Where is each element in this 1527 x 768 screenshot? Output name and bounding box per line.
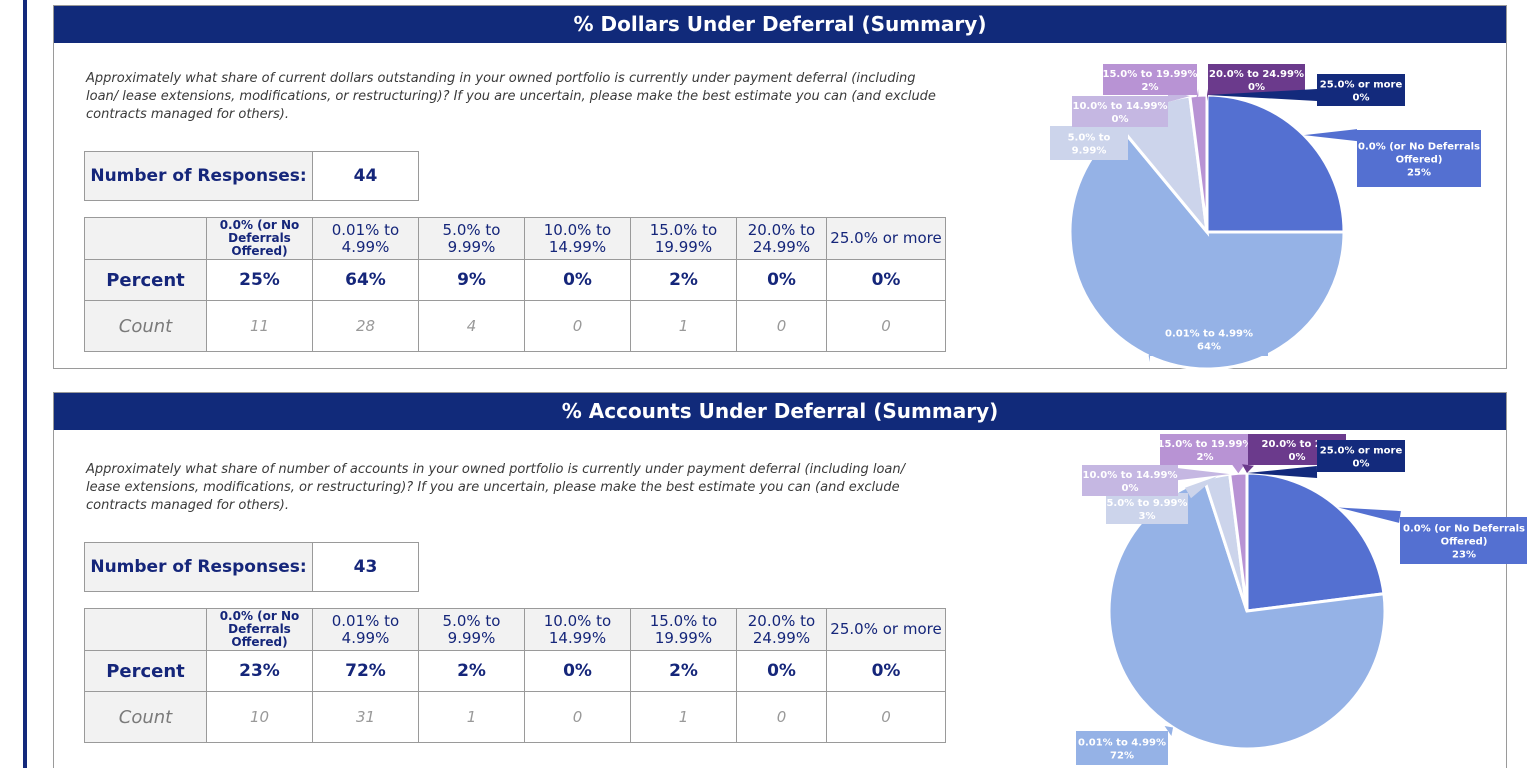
survey-question: Approximately what share of current doll… [86, 71, 936, 122]
distribution-table: 0.0% (or No Deferrals Offered) 0.01% to … [84, 217, 946, 352]
responses-table: Number of Responses: 43 [84, 542, 419, 592]
responses-label: Number of Responses: [84, 151, 313, 201]
column-header: 5.0% to 9.99% [418, 608, 525, 651]
count-cell: 1 [630, 300, 737, 352]
count-cell: 0 [736, 691, 827, 743]
left-accent-rule [23, 0, 27, 768]
header-row: 0.0% (or No Deferrals Offered) 0.01% to … [84, 217, 946, 260]
header-row: 0.0% (or No Deferrals Offered) 0.01% to … [84, 608, 946, 651]
count-cell: 0 [736, 300, 827, 352]
column-header: 15.0% to 19.99% [630, 217, 737, 260]
responses-count: 44 [312, 151, 419, 201]
percent-cell: 2% [630, 259, 737, 301]
accounts-deferral-panel: % Accounts Under Deferral (Summary) Appr… [53, 392, 1507, 768]
count-cell: 0 [826, 300, 946, 352]
percent-row: Percent 23% 72% 2% 0% 2% 0% 0% [84, 650, 946, 692]
percent-cell: 9% [418, 259, 525, 301]
percent-cell: 23% [206, 650, 313, 692]
column-header: 0.0% (or No Deferrals Offered) [206, 217, 313, 260]
column-header: 0.0% (or No Deferrals Offered) [206, 608, 313, 651]
count-cell: 11 [206, 300, 313, 352]
percent-cell: 2% [630, 650, 737, 692]
responses-label: Number of Responses: [84, 542, 313, 592]
count-row: Count 11 28 4 0 1 0 0 [84, 300, 946, 352]
row-label: Count [84, 691, 207, 743]
column-header: 20.0% to 24.99% [736, 608, 827, 651]
panel-title: % Accounts Under Deferral (Summary) [54, 393, 1506, 430]
percent-cell: 0% [524, 650, 631, 692]
percent-cell: 0% [736, 259, 827, 301]
percent-cell: 0% [524, 259, 631, 301]
column-header: 20.0% to 24.99% [736, 217, 827, 260]
column-header: 15.0% to 19.99% [630, 608, 737, 651]
corner-cell [84, 608, 207, 651]
count-cell: 1 [630, 691, 737, 743]
survey-question: Approximately what share of number of ac… [86, 462, 906, 513]
percent-cell: 25% [206, 259, 313, 301]
count-cell: 0 [826, 691, 946, 743]
count-cell: 4 [418, 300, 525, 352]
corner-cell [84, 217, 207, 260]
column-header: 25.0% or more [826, 608, 946, 651]
row-label: Percent [84, 650, 207, 692]
percent-cell: 72% [312, 650, 419, 692]
row-label: Count [84, 300, 207, 352]
column-header: 0.01% to 4.99% [312, 608, 419, 651]
column-header: 0.01% to 4.99% [312, 217, 419, 260]
count-cell: 0 [524, 691, 631, 743]
column-header: 10.0% to 14.99% [524, 608, 631, 651]
panel-title: % Dollars Under Deferral (Summary) [54, 6, 1506, 43]
count-cell: 31 [312, 691, 419, 743]
count-cell: 10 [206, 691, 313, 743]
percent-cell: 2% [418, 650, 525, 692]
percent-cell: 0% [826, 650, 946, 692]
distribution-table: 0.0% (or No Deferrals Offered) 0.01% to … [84, 608, 946, 743]
percent-cell: 0% [736, 650, 827, 692]
column-header: 25.0% or more [826, 217, 946, 260]
dollars-deferral-panel: % Dollars Under Deferral (Summary) Appro… [53, 5, 1507, 369]
column-header: 5.0% to 9.99% [418, 217, 525, 260]
count-cell: 0 [524, 300, 631, 352]
percent-cell: 0% [826, 259, 946, 301]
percent-cell: 64% [312, 259, 419, 301]
count-cell: 1 [418, 691, 525, 743]
percent-row: Percent 25% 64% 9% 0% 2% 0% 0% [84, 259, 946, 301]
responses-table: Number of Responses: 44 [84, 151, 419, 201]
count-row: Count 10 31 1 0 1 0 0 [84, 691, 946, 743]
row-label: Percent [84, 259, 207, 301]
column-header: 10.0% to 14.99% [524, 217, 631, 260]
responses-count: 43 [312, 542, 419, 592]
count-cell: 28 [312, 300, 419, 352]
